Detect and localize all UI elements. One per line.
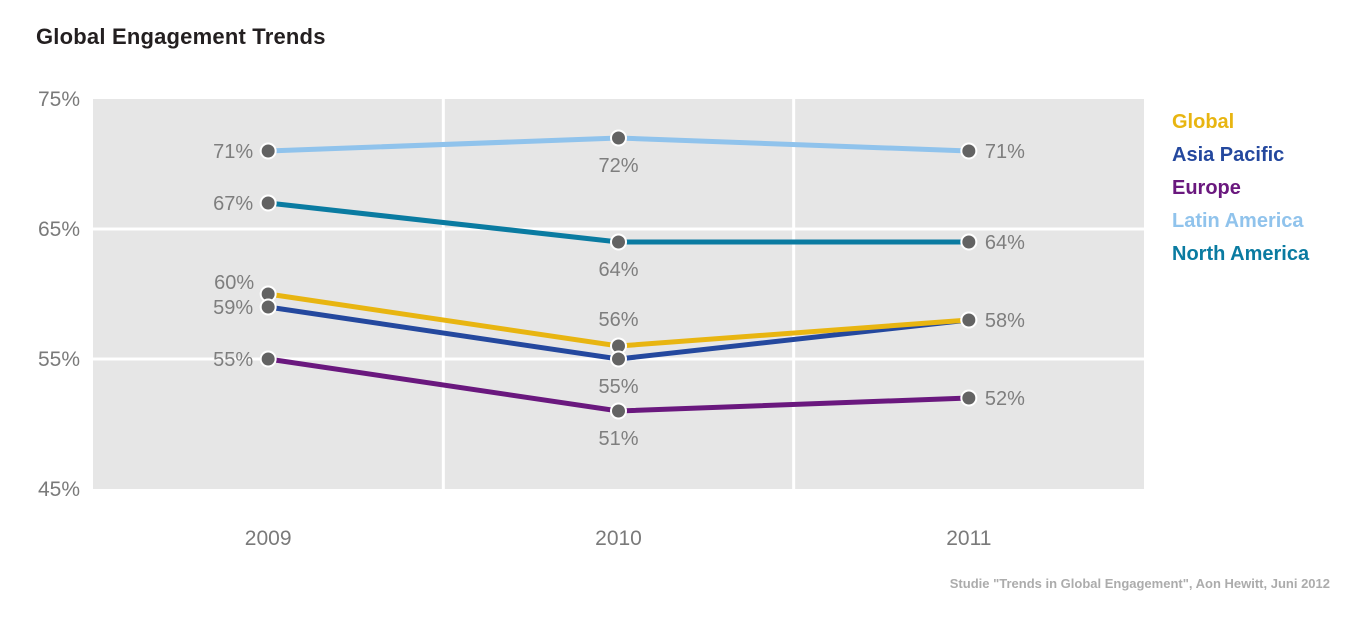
- data-point: [610, 402, 627, 420]
- y-axis-tick-label: 55%: [38, 348, 80, 371]
- source-note: Studie "Trends in Global Engagement", Ao…: [949, 576, 1330, 591]
- legend-item-global: Global: [1172, 111, 1235, 133]
- data-point-label: 64%: [598, 259, 638, 281]
- legend-item-latin-america: Latin America: [1172, 210, 1304, 232]
- x-axis-tick-label: 2010: [595, 527, 642, 550]
- data-point-label: 59%: [213, 297, 253, 319]
- data-point-label: 56%: [598, 309, 638, 331]
- data-point: [610, 129, 627, 147]
- data-point-label: 71%: [985, 141, 1025, 163]
- data-point: [259, 194, 277, 212]
- data-point: [610, 233, 627, 251]
- data-point-label: 60%: [214, 272, 254, 294]
- data-point: [259, 350, 277, 368]
- legend: Global Asia Pacific Europe Latin America…: [1172, 106, 1309, 271]
- data-point-label: 64%: [985, 232, 1025, 254]
- legend-item-north-america: North America: [1172, 243, 1310, 265]
- data-point: [960, 389, 978, 407]
- data-point: [960, 311, 978, 329]
- data-point: [610, 350, 627, 368]
- y-axis-tick-label: 45%: [38, 478, 80, 501]
- data-point-label: 67%: [213, 193, 253, 215]
- data-point-label: 55%: [213, 349, 253, 371]
- x-axis-tick-label: 2009: [245, 527, 292, 550]
- y-axis-tick-label: 65%: [38, 218, 80, 241]
- data-point: [960, 142, 978, 160]
- data-point: [259, 142, 277, 160]
- data-point: [960, 233, 978, 251]
- y-axis-tick-label: 75%: [38, 88, 80, 111]
- legend-item-asia-pacific: Asia Pacific: [1172, 144, 1285, 166]
- data-point-label: 58%: [985, 310, 1025, 332]
- data-point-label: 52%: [985, 388, 1025, 410]
- legend-item-europe: Europe: [1172, 177, 1241, 199]
- data-point-label: 72%: [598, 155, 638, 177]
- data-point: [259, 298, 277, 316]
- chart-title: Global Engagement Trends: [36, 24, 326, 49]
- data-point-label: 51%: [598, 428, 638, 450]
- data-point-label: 71%: [213, 141, 253, 163]
- data-point-label: 55%: [598, 376, 638, 398]
- x-axis-tick-label: 2011: [946, 527, 991, 550]
